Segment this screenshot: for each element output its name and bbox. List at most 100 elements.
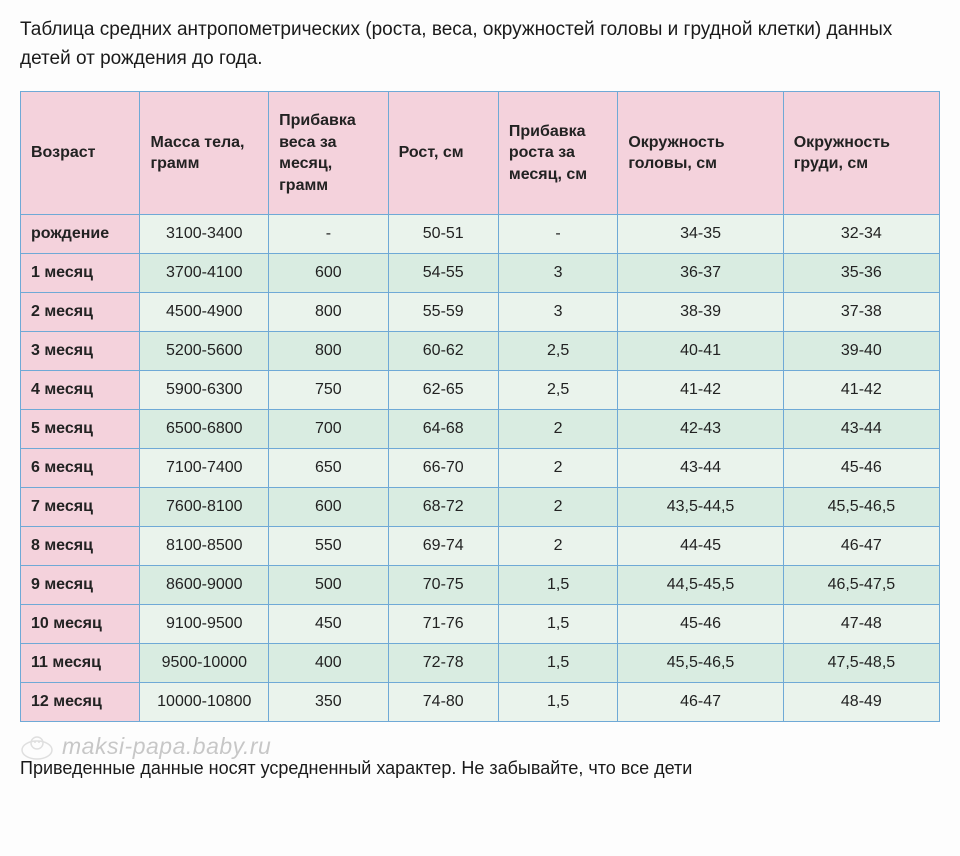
cell-gain-w: 800 xyxy=(269,332,388,371)
cell-head: 43,5-44,5 xyxy=(618,488,783,527)
cell-gain-h: 1,5 xyxy=(498,683,617,722)
cell-chest: 32-34 xyxy=(783,215,939,254)
cell-mass: 3700-4100 xyxy=(140,254,269,293)
cell-head: 42-43 xyxy=(618,410,783,449)
cell-head: 44-45 xyxy=(618,527,783,566)
table-row: 9 месяц8600-900050070-751,544,5-45,546,5… xyxy=(21,566,940,605)
cell-gain-w: - xyxy=(269,215,388,254)
cell-chest: 47,5-48,5 xyxy=(783,644,939,683)
table-row: 5 месяц6500-680070064-68242-4343-44 xyxy=(21,410,940,449)
cell-age: 3 месяц xyxy=(21,332,140,371)
cell-head: 44,5-45,5 xyxy=(618,566,783,605)
cell-height: 54-55 xyxy=(388,254,498,293)
cell-head: 36-37 xyxy=(618,254,783,293)
cell-chest: 45,5-46,5 xyxy=(783,488,939,527)
cell-gain-h: 2 xyxy=(498,410,617,449)
cell-height: 62-65 xyxy=(388,371,498,410)
cell-age: 11 месяц xyxy=(21,644,140,683)
cell-gain-w: 650 xyxy=(269,449,388,488)
cell-age: рождение xyxy=(21,215,140,254)
table-body: рождение3100-3400-50-51-34-3532-341 меся… xyxy=(21,215,940,722)
cell-mass: 5900-6300 xyxy=(140,371,269,410)
cell-gain-h: 3 xyxy=(498,293,617,332)
cell-chest: 47-48 xyxy=(783,605,939,644)
anthropometric-table: Возраст Масса тела, грамм Прибавка веса … xyxy=(20,91,940,722)
table-row: рождение3100-3400-50-51-34-3532-34 xyxy=(21,215,940,254)
table-row: 6 месяц7100-740065066-70243-4445-46 xyxy=(21,449,940,488)
cell-chest: 45-46 xyxy=(783,449,939,488)
cell-head: 34-35 xyxy=(618,215,783,254)
cell-chest: 37-38 xyxy=(783,293,939,332)
cell-mass: 7600-8100 xyxy=(140,488,269,527)
cell-height: 66-70 xyxy=(388,449,498,488)
cell-mass: 4500-4900 xyxy=(140,293,269,332)
cell-gain-w: 600 xyxy=(269,254,388,293)
table-row: 11 месяц9500-1000040072-781,545,5-46,547… xyxy=(21,644,940,683)
cell-head: 43-44 xyxy=(618,449,783,488)
cell-mass: 8600-9000 xyxy=(140,566,269,605)
cell-head: 41-42 xyxy=(618,371,783,410)
cell-head: 38-39 xyxy=(618,293,783,332)
cell-head: 45-46 xyxy=(618,605,783,644)
table-row: 2 месяц4500-490080055-59338-3937-38 xyxy=(21,293,940,332)
cell-mass: 9500-10000 xyxy=(140,644,269,683)
cell-gain-w: 700 xyxy=(269,410,388,449)
cell-chest: 41-42 xyxy=(783,371,939,410)
watermark: maksi-papa.baby.ru xyxy=(20,732,940,760)
table-header-row: Возраст Масса тела, грамм Прибавка веса … xyxy=(21,92,940,215)
cell-age: 7 месяц xyxy=(21,488,140,527)
watermark-text: maksi-papa.baby.ru xyxy=(62,733,271,760)
cell-gain-h: 2 xyxy=(498,488,617,527)
page-title: Таблица средних антропометрических (рост… xyxy=(20,16,940,73)
cell-chest: 35-36 xyxy=(783,254,939,293)
cell-gain-w: 500 xyxy=(269,566,388,605)
cell-age: 5 месяц xyxy=(21,410,140,449)
cell-chest: 43-44 xyxy=(783,410,939,449)
cell-age: 9 месяц xyxy=(21,566,140,605)
cell-gain-h: 3 xyxy=(498,254,617,293)
cell-head: 45,5-46,5 xyxy=(618,644,783,683)
table-row: 7 месяц7600-810060068-72243,5-44,545,5-4… xyxy=(21,488,940,527)
cell-age: 12 месяц xyxy=(21,683,140,722)
col-header-chest: Окружность груди, см xyxy=(783,92,939,215)
cell-gain-w: 750 xyxy=(269,371,388,410)
table-row: 1 месяц3700-410060054-55336-3735-36 xyxy=(21,254,940,293)
cell-gain-h: 1,5 xyxy=(498,605,617,644)
table-row: 12 месяц10000-1080035074-801,546-4748-49 xyxy=(21,683,940,722)
baby-logo-icon xyxy=(20,732,54,760)
cell-age: 2 месяц xyxy=(21,293,140,332)
cell-height: 70-75 xyxy=(388,566,498,605)
cell-gain-w: 550 xyxy=(269,527,388,566)
table-row: 4 месяц5900-630075062-652,541-4241-42 xyxy=(21,371,940,410)
cell-height: 71-76 xyxy=(388,605,498,644)
col-header-age: Возраст xyxy=(21,92,140,215)
cell-height: 60-62 xyxy=(388,332,498,371)
cell-gain-w: 600 xyxy=(269,488,388,527)
cell-height: 55-59 xyxy=(388,293,498,332)
cell-gain-w: 800 xyxy=(269,293,388,332)
cell-age: 4 месяц xyxy=(21,371,140,410)
cell-height: 74-80 xyxy=(388,683,498,722)
cell-chest: 46-47 xyxy=(783,527,939,566)
cell-height: 50-51 xyxy=(388,215,498,254)
table-row: 8 месяц8100-850055069-74244-4546-47 xyxy=(21,527,940,566)
cell-chest: 46,5-47,5 xyxy=(783,566,939,605)
cell-age: 8 месяц xyxy=(21,527,140,566)
cell-height: 68-72 xyxy=(388,488,498,527)
cell-gain-h: 1,5 xyxy=(498,566,617,605)
cell-gain-w: 450 xyxy=(269,605,388,644)
cell-mass: 7100-7400 xyxy=(140,449,269,488)
col-header-mass: Масса тела, грамм xyxy=(140,92,269,215)
cell-gain-h: 2 xyxy=(498,449,617,488)
cell-gain-h: - xyxy=(498,215,617,254)
cell-gain-w: 350 xyxy=(269,683,388,722)
cell-mass: 8100-8500 xyxy=(140,527,269,566)
cell-age: 1 месяц xyxy=(21,254,140,293)
footer-note: Приведенные данные носят усредненный хар… xyxy=(20,758,940,779)
cell-gain-h: 2 xyxy=(498,527,617,566)
cell-age: 10 месяц xyxy=(21,605,140,644)
col-header-gain-w: Прибавка веса за месяц, грамм xyxy=(269,92,388,215)
table-row: 10 месяц9100-950045071-761,545-4647-48 xyxy=(21,605,940,644)
table-row: 3 месяц5200-560080060-622,540-4139-40 xyxy=(21,332,940,371)
cell-chest: 48-49 xyxy=(783,683,939,722)
